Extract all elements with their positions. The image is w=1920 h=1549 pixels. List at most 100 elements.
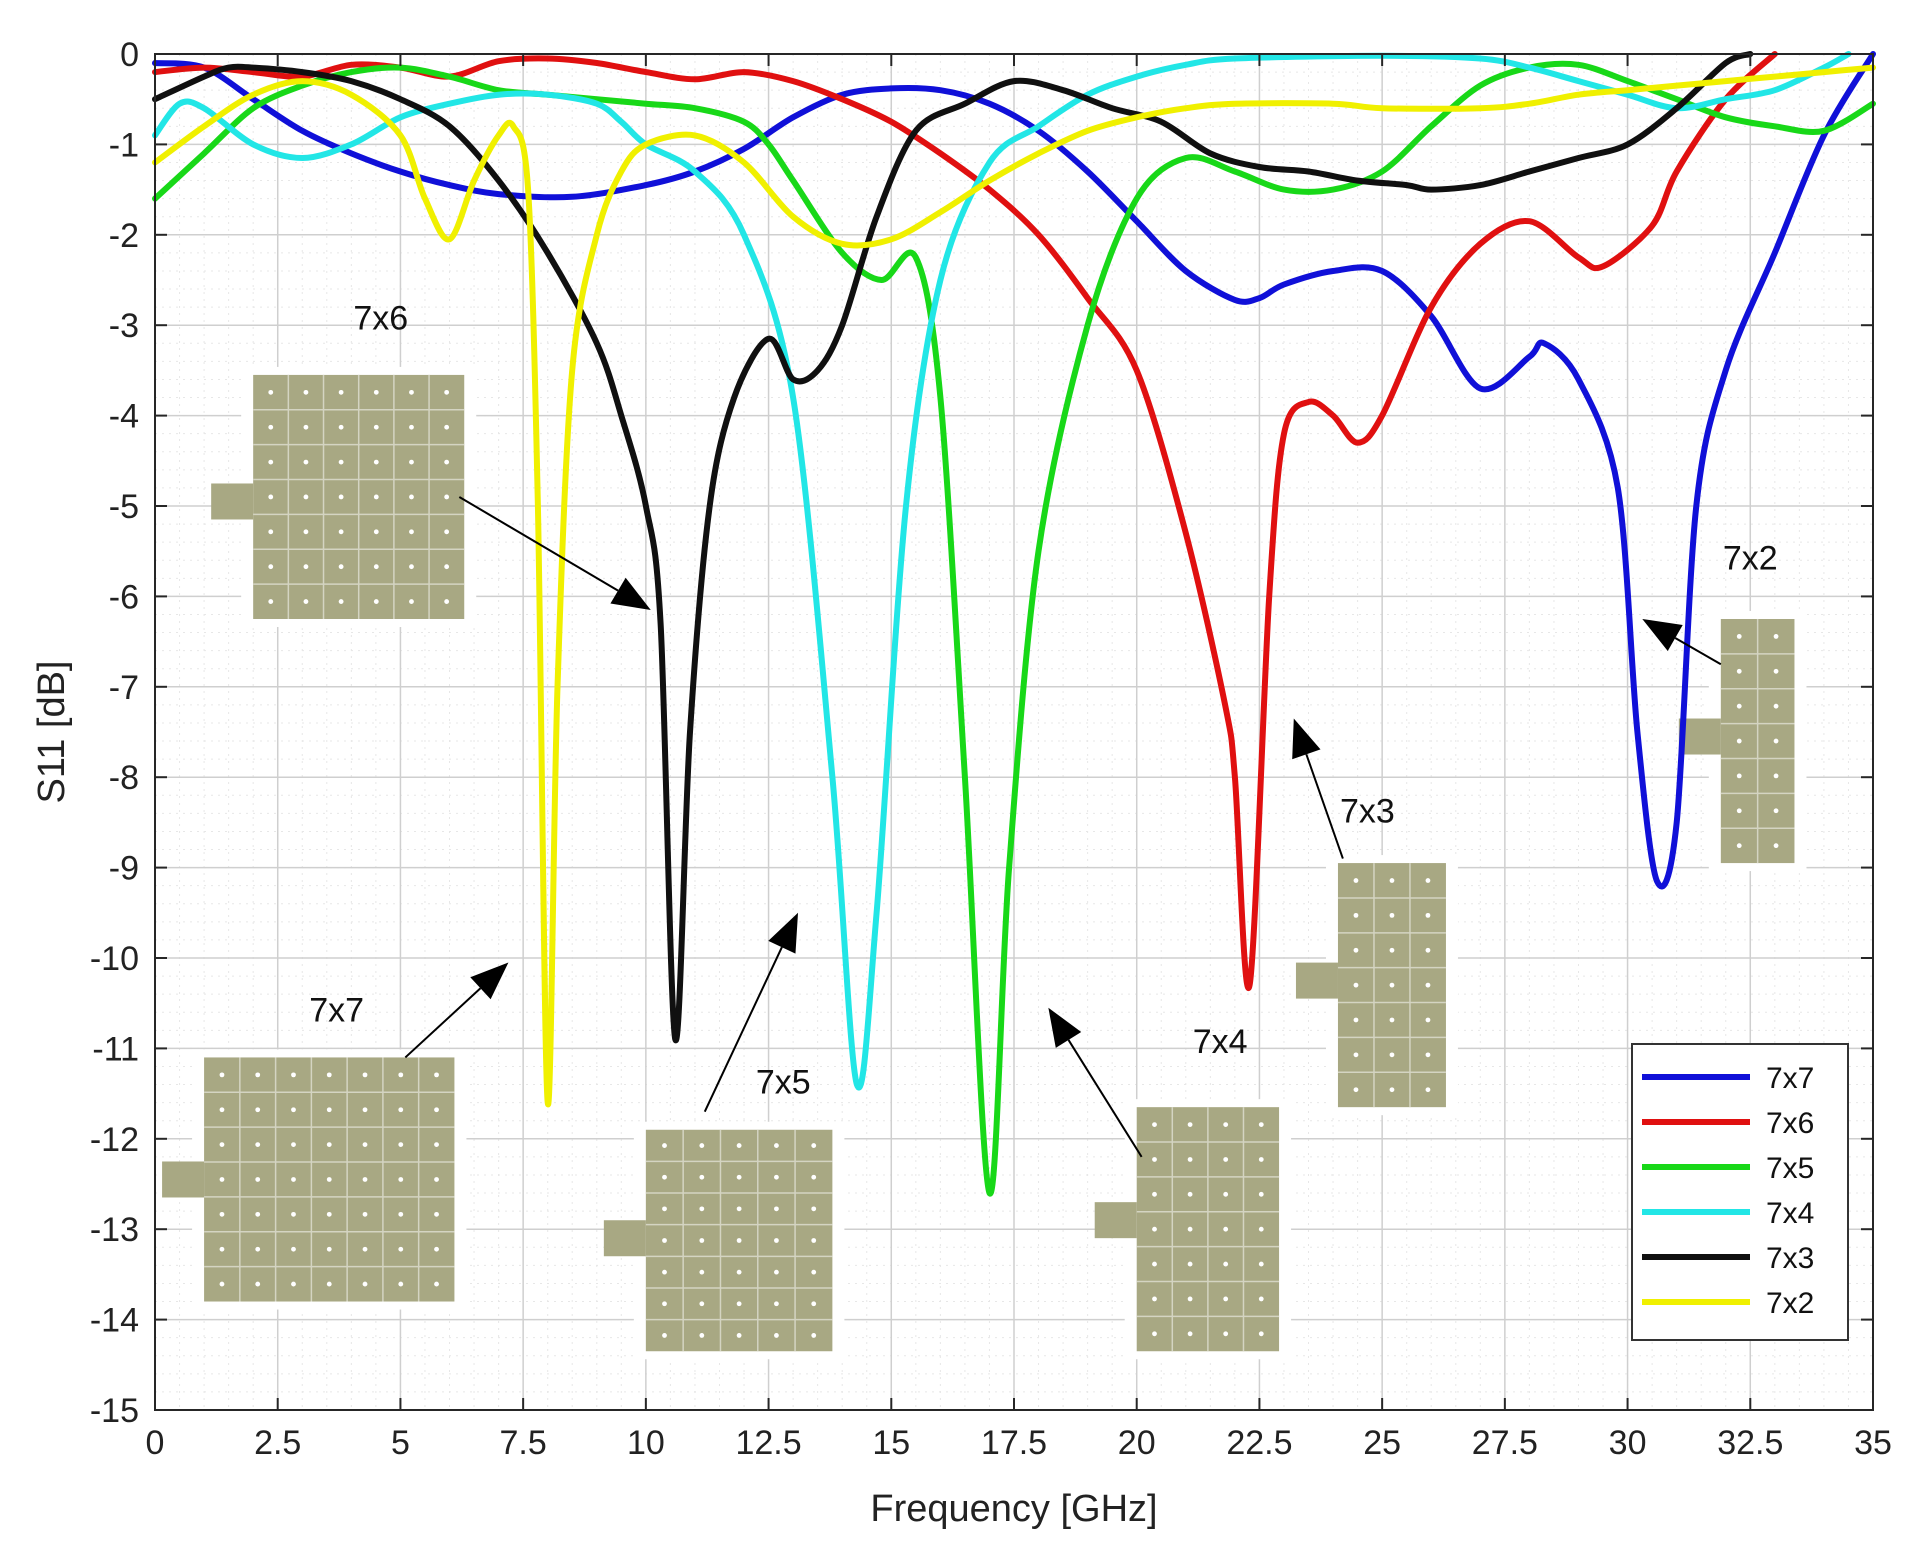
x-tick-label: 22.5 [1226, 1424, 1292, 1462]
patch-via [1425, 1052, 1431, 1058]
patch-via [1425, 1087, 1431, 1093]
patch-via [303, 389, 309, 395]
arrowhead [1292, 718, 1321, 760]
patch-via [811, 1238, 817, 1243]
patch-via [409, 424, 414, 430]
patch-via [662, 1238, 667, 1243]
patch-via [398, 1211, 404, 1217]
annotation-layer: 7x6 7x7 7x5 7x4 7x3 7x2 [162, 300, 1807, 1360]
x-tick-label: 30 [1609, 1424, 1647, 1462]
antenna-inset-7x2: 7x2 [1678, 539, 1807, 872]
x-tick-label: 27.5 [1472, 1424, 1538, 1462]
patch-via [434, 1177, 439, 1182]
x-tick-label: 2.5 [254, 1424, 301, 1462]
patch-via [291, 1107, 296, 1113]
patch-via [1187, 1191, 1193, 1197]
patch-via [774, 1269, 779, 1275]
patch-via [811, 1301, 817, 1307]
y-tick-label: -10 [90, 940, 139, 978]
patch-via [326, 1142, 332, 1148]
patch-via [255, 1177, 261, 1182]
patch-via [1353, 1087, 1359, 1093]
patch-via [1223, 1226, 1229, 1232]
patch-via [811, 1333, 817, 1338]
patch-via [1736, 634, 1742, 639]
patch-via [444, 529, 450, 535]
patch-via [1223, 1191, 1229, 1197]
antenna-label: 7x2 [1723, 539, 1778, 577]
patch-via [1353, 982, 1359, 988]
patch-via [409, 459, 414, 465]
patch-via [1258, 1331, 1264, 1337]
patch-via [268, 599, 274, 604]
patch-via [373, 529, 379, 535]
patch-via [1258, 1296, 1264, 1302]
patch-via [434, 1246, 439, 1252]
patch-via [255, 1246, 261, 1252]
patch-via [1353, 1017, 1359, 1023]
arrowhead [768, 912, 799, 954]
patch-via [444, 564, 450, 570]
patch-via [736, 1269, 742, 1275]
antenna-inset-7x6: 7x6 [211, 300, 477, 627]
feed-line [211, 483, 254, 520]
patch-via [1773, 843, 1779, 849]
patch-via [268, 564, 274, 570]
patch-via [255, 1211, 261, 1217]
antenna-label: 7x5 [756, 1064, 811, 1102]
patch-via [1223, 1261, 1229, 1267]
y-tick-label: -13 [90, 1211, 139, 1249]
antenna-inset-7x4: 7x4 [1094, 1023, 1292, 1360]
patch-via [699, 1333, 705, 1338]
y-tick-label: -14 [90, 1302, 139, 1340]
patch-via [662, 1301, 667, 1307]
patch-via [736, 1143, 742, 1148]
patch-via [1187, 1261, 1193, 1267]
pointer-arrow-7x4 [1067, 1039, 1143, 1158]
patch-via [811, 1206, 817, 1212]
legend-label-7x4: 7x4 [1766, 1197, 1814, 1230]
series-line-7x7 [152, 51, 1876, 890]
patch-via [1152, 1331, 1157, 1337]
patch-via [774, 1301, 779, 1307]
antenna-inset-7x3: 7x3 [1295, 792, 1458, 1116]
patch-via [291, 1072, 296, 1078]
arrow-layer [404, 496, 1722, 1158]
patch-via [1425, 912, 1431, 918]
y-tick-label: -7 [109, 669, 139, 707]
axes-layer: 0 2.5 5 7.5 10 12.5 15 17.5 20 22.5 25 27.5 30 32.5 35… [90, 36, 1892, 1462]
pointer-arrow-7x6 [458, 496, 619, 592]
feed-line [1094, 1202, 1137, 1239]
legend-label-7x6: 7x6 [1766, 1107, 1814, 1140]
patch-via [811, 1174, 817, 1180]
antenna-label: 7x7 [309, 991, 364, 1029]
patch-via [291, 1142, 296, 1148]
y-tick-label: -15 [90, 1392, 139, 1430]
patch-via [362, 1177, 368, 1182]
arrowhead [470, 962, 509, 1000]
arrowhead [610, 577, 651, 610]
patch-via [444, 459, 450, 465]
patch-via [1353, 947, 1359, 953]
patch-via [699, 1143, 705, 1148]
patch-via [1152, 1226, 1157, 1232]
x-tick-label: 15 [872, 1424, 910, 1462]
patch-via [811, 1269, 817, 1275]
patch-via [398, 1281, 404, 1287]
legend-label-7x2: 7x2 [1766, 1287, 1814, 1320]
patch-via [1152, 1122, 1157, 1127]
patch-via [1773, 634, 1779, 639]
patch-via [409, 599, 414, 604]
patch-via [409, 494, 414, 500]
patch-via [1152, 1296, 1157, 1302]
patch-via [219, 1072, 225, 1078]
y-tick-label: -12 [90, 1121, 139, 1159]
x-tick-label: 0 [146, 1424, 165, 1462]
antenna-label: 7x3 [1340, 792, 1395, 830]
patch-via [699, 1269, 705, 1275]
patch-via [303, 424, 309, 430]
patch-via [1258, 1157, 1264, 1162]
patch-via [398, 1246, 404, 1252]
patch-via [291, 1246, 296, 1252]
patch-via [1773, 738, 1779, 744]
